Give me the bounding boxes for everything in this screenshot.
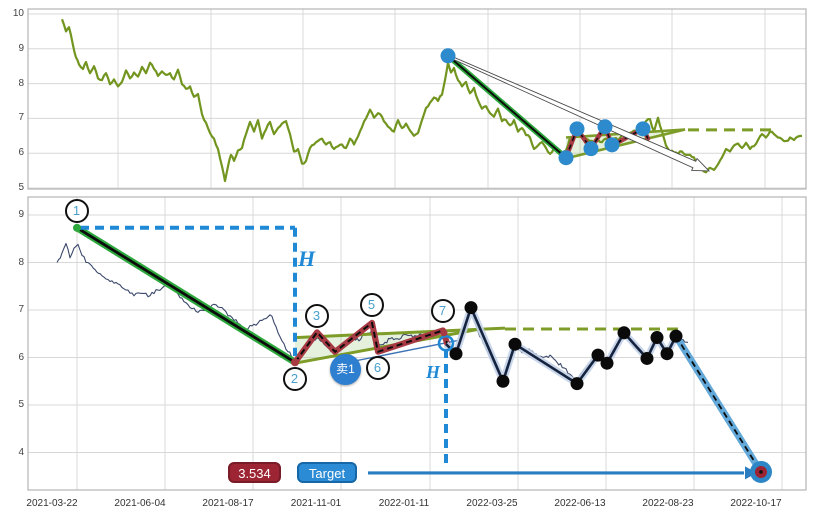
price-line-weekly — [60, 18, 803, 183]
wave-point-label-1: 1 — [64, 198, 89, 223]
y-axis-tick: 5 — [18, 182, 24, 193]
pivot-dot — [583, 141, 599, 157]
pivot-dot — [569, 121, 585, 137]
x-axis-tick: 2022-10-17 — [730, 498, 782, 509]
y-axis-tick: 9 — [18, 209, 24, 220]
pivot-dot — [597, 119, 613, 135]
target-point-center — [759, 470, 763, 474]
pivot-dot — [440, 48, 456, 64]
y-axis-tick: 8 — [18, 256, 24, 268]
swing-dot — [650, 331, 664, 345]
swing-dot — [600, 356, 614, 370]
wave-point-label-2: 2 — [282, 366, 307, 391]
x-axis-tick: 2022-06-13 — [554, 498, 606, 509]
swing-line — [445, 306, 678, 385]
x-axis-tick: 2022-03-25 — [466, 498, 518, 509]
swing-dot — [669, 329, 683, 343]
pivot-dot — [558, 150, 574, 166]
measure-ring-marker — [437, 334, 455, 352]
x-axis-tick: 2021-11-01 — [290, 498, 342, 509]
x-axis-tick: 2021-03-22 — [26, 498, 78, 509]
swing-dot — [508, 337, 522, 351]
swing-dot — [660, 347, 674, 361]
wave-point-label-6: 6 — [365, 355, 390, 380]
pivot-dot — [635, 121, 651, 137]
sell-signal-badge[interactable]: 卖1 — [330, 354, 361, 385]
y-axis-tick: 10 — [12, 8, 24, 19]
y-axis-tick: 4 — [18, 446, 24, 458]
wave-point-label-5: 5 — [359, 292, 384, 317]
channel-fill — [295, 328, 505, 364]
y-axis-tick: 6 — [18, 147, 24, 159]
swing-dot — [570, 377, 584, 391]
target-label-box: Target — [297, 462, 357, 483]
panel-border — [27, 196, 807, 491]
wave-point-label-7: 7 — [430, 298, 455, 323]
correction-zigzag-core — [294, 321, 448, 363]
y-axis-tick: 8 — [18, 77, 24, 89]
wave2-marker — [291, 358, 299, 367]
swing-dot — [496, 374, 510, 388]
x-axis-tick: 2021-08-17 — [202, 498, 254, 509]
target-value-box: 3.534 — [228, 462, 281, 483]
wave7-marker — [440, 329, 448, 337]
y-axis-tick: 6 — [18, 351, 24, 363]
projection-arrow — [450, 55, 711, 172]
y-axis-tick: 9 — [18, 42, 24, 54]
target-projection-line-core — [675, 335, 762, 473]
swing-dot — [464, 301, 478, 315]
impulse-line-core — [447, 55, 567, 159]
swing-dot — [617, 326, 631, 340]
wave1-start-marker — [73, 223, 81, 232]
y-axis-tick: 7 — [18, 112, 24, 124]
swing-dot — [449, 347, 463, 361]
y-axis-tick: 7 — [18, 304, 24, 315]
h-measure-label-1: H — [298, 246, 316, 271]
wave-point-label-3: 3 — [304, 303, 329, 328]
x-axis-tick: 2022-08-23 — [642, 498, 694, 509]
x-axis-tick: 2021-06-04 — [114, 498, 166, 509]
pivot-dot — [604, 137, 620, 153]
swing-dot — [591, 348, 605, 362]
y-axis-tick: 5 — [18, 399, 24, 410]
x-axis-tick: 2022-01-11 — [378, 498, 430, 509]
h-measure-label-2: H — [426, 362, 441, 382]
swing-dot — [640, 351, 654, 365]
impulse-line-core — [76, 226, 296, 364]
panel-border — [27, 8, 807, 190]
